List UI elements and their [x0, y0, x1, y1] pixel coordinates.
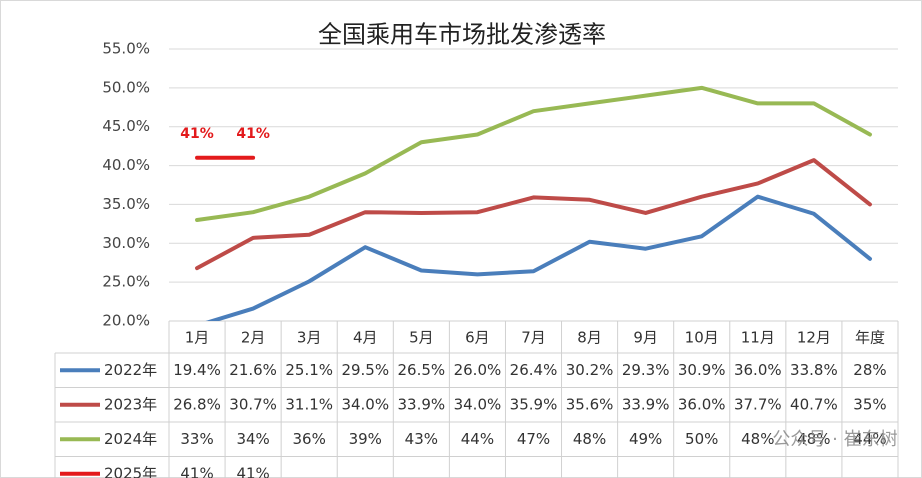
series-line [195, 85, 872, 222]
x-tick-label: 7月 [521, 329, 546, 347]
table-value: 33.9% [622, 395, 670, 413]
table-value: 34% [236, 430, 269, 448]
watermark: 公众号 · 崔东树 [772, 429, 897, 450]
table-value: 33% [180, 430, 213, 448]
y-tick-label: 50.0% [102, 78, 150, 96]
series-line [205, 194, 872, 321]
table-value: 35% [853, 395, 886, 413]
table-value: 30.9% [678, 361, 726, 379]
x-tick-label: 6月 [465, 329, 490, 347]
table-value: 26.0% [454, 361, 502, 379]
table-value: 44% [853, 430, 886, 448]
table-value: 39% [349, 430, 382, 448]
chart-title: 全国乘用车市场批发渗透率 [318, 21, 606, 49]
table-value: 33.9% [398, 395, 446, 413]
y-tick-label: 40.0% [102, 156, 150, 174]
x-tick-label: 8月 [577, 329, 602, 347]
data-table: 1月 2月 3月 4月 5月 6月 7月 8月 9月 10月 11月 12月 年度 2022年 19.4% 2… [54, 320, 899, 478]
data-label: 41% [180, 126, 214, 142]
table-value: 26.4% [510, 361, 558, 379]
labels: 20.0% 25.0% 30.0% 35.0% 40.0% 45.0% 50.0% 55.0%… [102, 40, 270, 330]
x-tick-label: 9月 [633, 329, 658, 347]
table-value: 33.8% [790, 361, 838, 379]
x-tick-label: 4月 [353, 329, 378, 347]
table-value: 30.2% [566, 361, 614, 379]
legend-label: 2022年 [104, 361, 157, 379]
x-tick-label: 2月 [241, 329, 266, 347]
x-tick-label: 12月 [797, 329, 831, 347]
table-value: 34.0% [454, 395, 502, 413]
table-value: 41% [236, 464, 269, 478]
table-value: 50% [685, 430, 718, 448]
table-value: 19.4% [173, 361, 221, 379]
y-tick-label: 20.0% [102, 312, 150, 330]
table-value: 31.1% [285, 395, 333, 413]
y-tick-label: 25.0% [102, 273, 150, 291]
x-tick-label: 年度 [855, 329, 885, 347]
table-value: 43% [405, 430, 438, 448]
table-value: 36.0% [734, 361, 782, 379]
table-value: 28% [853, 361, 886, 379]
table-value: 48% [573, 430, 606, 448]
table-value: 34.0% [341, 395, 389, 413]
table-value: 37.7% [734, 395, 782, 413]
legend-label: 2024年 [104, 430, 157, 448]
table-value: 26.8% [173, 395, 221, 413]
table-value: 36% [293, 430, 326, 448]
table-value: 41% [180, 464, 213, 478]
table-value: 47% [517, 430, 550, 448]
x-tick-label: 1月 [185, 329, 210, 347]
table-value: 35.9% [510, 395, 558, 413]
x-tick-label: 10月 [685, 329, 719, 347]
x-tick-label: 11月 [741, 329, 775, 347]
table-value: 29.5% [341, 361, 389, 379]
legend-label: 2025年 [104, 464, 157, 478]
x-tick-label: 3月 [297, 329, 322, 347]
y-tick-label: 55.0% [102, 40, 150, 58]
table-value: 35.6% [566, 395, 614, 413]
table-value: 40.7% [790, 395, 838, 413]
y-tick-label: 35.0% [102, 195, 150, 213]
table-value: 29.3% [622, 361, 670, 379]
table-value: 25.1% [285, 361, 333, 379]
y-tick-label: 45.0% [102, 117, 150, 135]
table-value: 48% [797, 430, 830, 448]
table-value: 36.0% [678, 395, 726, 413]
table-value: 30.7% [229, 395, 277, 413]
table-value: 21.6% [229, 361, 277, 379]
data-label: 41% [236, 126, 270, 142]
table-value: 49% [629, 430, 662, 448]
table-value: 44% [461, 430, 494, 448]
x-tick-label: 5月 [409, 329, 434, 347]
table-value: 26.5% [398, 361, 446, 379]
series-line [195, 158, 872, 271]
plot [195, 85, 872, 321]
table-value: 48% [741, 430, 774, 448]
legend-label: 2023年 [104, 395, 157, 413]
y-tick-label: 30.0% [102, 234, 150, 252]
